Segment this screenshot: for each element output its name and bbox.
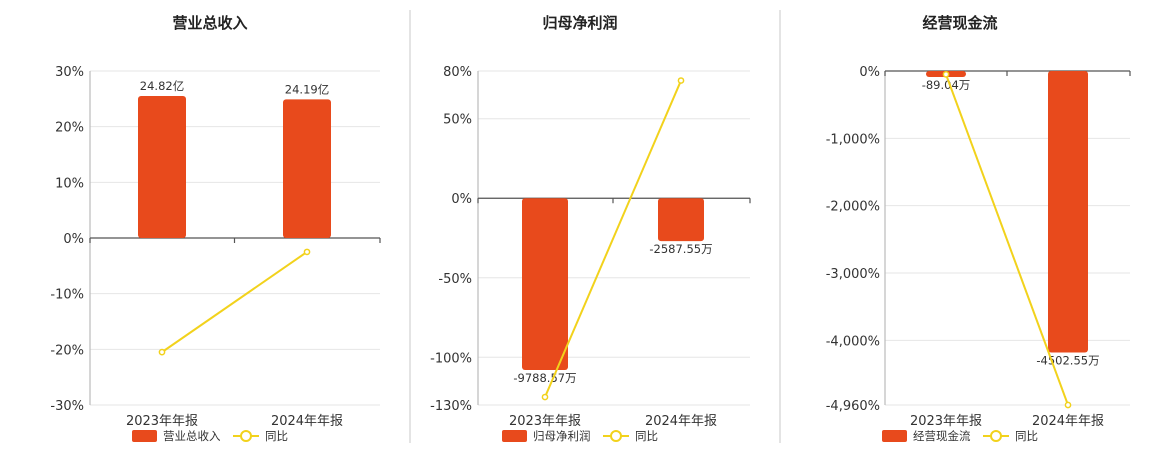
y-tick-label: -30% — [50, 399, 84, 414]
legend-label: 经营现金流 — [913, 429, 971, 443]
x-tick-label: 2023年年报 — [509, 414, 581, 429]
chart-panel-3: 经营现金流 0% -1,000% -2,000% -3,000% -4,000% -4,96… — [826, 14, 1131, 443]
yoy-point — [303, 248, 311, 256]
legend-label: 同比 — [635, 429, 658, 443]
yoy-point — [942, 71, 950, 78]
bar-data-label: -9788.57万 — [513, 371, 576, 385]
legend-line-marker — [990, 430, 1002, 442]
legend-label: 同比 — [265, 429, 288, 443]
legend-bar-swatch — [132, 430, 157, 442]
chart-panels: 营业总收入 30% 20% 10% 0% -10% -20% -30% 24.82亿 24.19亿… — [50, 14, 1131, 443]
legend-bar-swatch — [502, 430, 527, 442]
legend-line-marker — [610, 430, 622, 442]
y-tick-label: -1,000% — [826, 132, 880, 147]
legend-label: 同比 — [1015, 429, 1038, 443]
bar — [138, 96, 186, 238]
y-tick-label: 0% — [63, 232, 84, 247]
y-tick-label: -3,000% — [826, 267, 880, 282]
bar — [1048, 71, 1088, 353]
chart-title: 归母净利润 — [542, 14, 617, 32]
y-tick-label: -10% — [50, 288, 84, 303]
yoy-point — [677, 77, 685, 84]
yoy-point — [1064, 401, 1072, 409]
y-tick-label: -4,960% — [826, 399, 880, 414]
x-tick-label: 2023年年报 — [910, 414, 982, 429]
yoy-line — [161, 251, 308, 353]
yoy-point — [158, 348, 166, 356]
yoy-point — [541, 393, 549, 401]
x-tick-label: 2024年年报 — [271, 414, 343, 429]
y-tick-label: -2,000% — [826, 200, 880, 215]
bar-data-label: 24.82亿 — [140, 79, 184, 93]
y-tick-label: 0% — [451, 192, 472, 207]
bar-data-label: -4502.55万 — [1036, 353, 1099, 367]
bar — [522, 198, 568, 371]
y-tick-label: -4,000% — [826, 334, 880, 349]
bar-data-label: -89.04万 — [922, 78, 971, 92]
yoy-line — [945, 74, 1069, 406]
x-tick-label: 2024年年报 — [645, 414, 717, 429]
legend-label: 归母净利润 — [533, 429, 591, 443]
legend-line-marker — [240, 430, 252, 442]
yoy-line — [544, 80, 682, 398]
chart-title: 经营现金流 — [922, 14, 997, 32]
y-tick-label: -20% — [50, 343, 84, 358]
y-tick-label: 80% — [443, 65, 472, 80]
y-tick-label: 10% — [55, 176, 84, 191]
bar — [283, 99, 331, 238]
y-tick-label: 0% — [859, 65, 880, 80]
y-tick-label: -50% — [438, 272, 472, 287]
legend-bar-swatch — [882, 430, 907, 442]
bar-data-label: -2587.55万 — [649, 242, 712, 256]
y-tick-label: 30% — [55, 65, 84, 80]
chart-panel-1: 营业总收入 30% 20% 10% 0% -10% -20% -30% 24.82亿 24.19亿… — [50, 14, 381, 443]
legend-label: 营业总收入 — [163, 429, 221, 443]
y-tick-label: 20% — [55, 121, 84, 136]
chart-title: 营业总收入 — [172, 14, 247, 32]
bar-data-label: 24.19亿 — [285, 82, 329, 96]
bar — [658, 198, 704, 242]
x-tick-label: 2023年年报 — [126, 414, 198, 429]
y-tick-label: 50% — [443, 113, 472, 128]
y-tick-label: -100% — [430, 351, 472, 366]
x-tick-label: 2024年年报 — [1032, 414, 1104, 429]
y-tick-label: -130% — [430, 399, 472, 414]
chart-panel-2: 归母净利润 80% 50% 0% -50% -100% -130% -9788.57万 -258… — [430, 14, 751, 443]
